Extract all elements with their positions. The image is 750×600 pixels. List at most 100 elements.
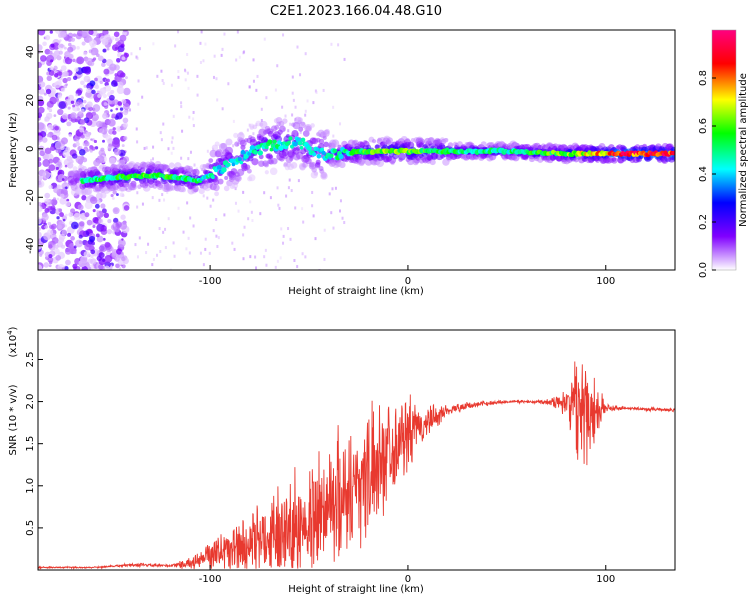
heat-cell <box>137 102 140 106</box>
heat-cell <box>60 65 67 71</box>
heat-cell <box>323 228 326 232</box>
heat-cell <box>113 148 121 156</box>
heat-cell <box>103 102 108 106</box>
heat-cell <box>267 139 273 145</box>
heat-cell <box>91 51 96 56</box>
heat-cell <box>502 143 509 150</box>
heat-cell <box>208 251 211 255</box>
heat-cell <box>304 113 307 117</box>
heat-cell <box>38 135 43 143</box>
heat-cell <box>47 221 52 226</box>
heat-cell <box>257 150 263 156</box>
heat-cell <box>88 39 97 48</box>
heat-cell <box>45 88 52 95</box>
heat-cell <box>109 63 117 71</box>
heat-cell <box>111 139 120 148</box>
heat-cell <box>54 97 59 102</box>
heat-cell <box>163 164 169 170</box>
heat-cell <box>96 209 100 213</box>
heat-cell <box>53 187 60 194</box>
heat-cell <box>259 120 268 129</box>
colorbar-label: Normalized spectral amplitude <box>738 73 749 227</box>
heat-cell <box>212 198 215 202</box>
heat-cell <box>212 229 215 233</box>
heat-cell <box>312 101 315 105</box>
heat-cell <box>96 235 104 243</box>
heat-cell <box>278 145 284 151</box>
heat-cell <box>122 30 128 33</box>
y-tick-label: -20 <box>25 189 36 205</box>
heat-cell <box>75 155 84 164</box>
colorbar-tick-label: 0.4 <box>698 166 709 182</box>
heat-cell <box>86 263 91 268</box>
heat-cell <box>112 207 120 215</box>
heat-cell <box>139 47 142 51</box>
heat-cell <box>42 171 51 179</box>
heat-cell <box>248 174 256 182</box>
heat-cell <box>79 221 85 227</box>
colorbar: 0.0 0.2 0.4 0.6 0.8 Normalized spectral ampl… <box>698 29 749 278</box>
heat-cell <box>54 244 59 249</box>
snr-plot-area <box>38 330 675 570</box>
snr-y-label: SNR (10 * v/v) <box>8 384 19 455</box>
heat-cell <box>84 187 93 195</box>
heat-cell <box>70 208 76 214</box>
heat-cell <box>215 77 218 81</box>
heat-cell <box>256 74 259 78</box>
heat-cell <box>116 70 124 78</box>
heat-cell <box>82 157 88 163</box>
heat-cell <box>49 66 54 71</box>
heat-cell <box>58 152 63 157</box>
heat-cell <box>339 162 346 169</box>
heat-cell <box>258 154 264 160</box>
heat-cell <box>189 150 192 154</box>
heat-cell <box>318 138 325 145</box>
heat-cell <box>180 187 187 193</box>
heat-cell <box>92 181 97 186</box>
heat-cell <box>138 236 141 240</box>
heat-cell <box>170 151 173 155</box>
heat-cell <box>122 117 129 124</box>
heat-cell <box>57 40 61 44</box>
heat-cell <box>74 101 80 107</box>
heat-cell <box>216 244 219 248</box>
heat-cell <box>117 45 125 53</box>
heat-cell <box>192 117 195 121</box>
heat-cell <box>110 109 113 112</box>
heat-cell <box>121 144 125 148</box>
heat-cell <box>156 183 164 191</box>
heat-cell <box>51 223 57 230</box>
heat-cell <box>573 157 579 163</box>
heat-cell <box>44 225 48 229</box>
heat-cell <box>129 108 132 112</box>
heat-cell <box>38 231 42 239</box>
heat-cell <box>232 119 235 123</box>
heat-cell <box>80 80 85 86</box>
heat-cell <box>96 212 100 216</box>
heat-cell <box>116 57 121 63</box>
heat-cell <box>264 170 269 175</box>
heat-cell <box>60 137 68 145</box>
heat-cell <box>376 159 385 167</box>
heat-cell <box>39 150 45 157</box>
heat-cell <box>192 168 200 176</box>
heat-cell <box>206 196 209 200</box>
heat-cell <box>67 106 71 110</box>
heat-cell <box>46 75 52 81</box>
heat-cell <box>287 140 291 145</box>
heat-cell <box>318 269 321 270</box>
heat-cell <box>95 233 100 238</box>
heat-cell <box>279 125 286 133</box>
heat-cell <box>249 145 256 151</box>
heat-cell <box>159 131 162 135</box>
heat-cell <box>70 112 77 119</box>
heat-cell <box>106 47 110 51</box>
heat-cell <box>60 213 64 217</box>
y-tick-label: 1.0 <box>25 478 36 494</box>
heat-cell <box>315 159 321 165</box>
heat-cell <box>204 42 207 46</box>
heat-cell <box>289 122 292 126</box>
heat-cell <box>44 192 51 199</box>
heat-cell <box>288 178 291 182</box>
heat-cell <box>92 104 101 112</box>
